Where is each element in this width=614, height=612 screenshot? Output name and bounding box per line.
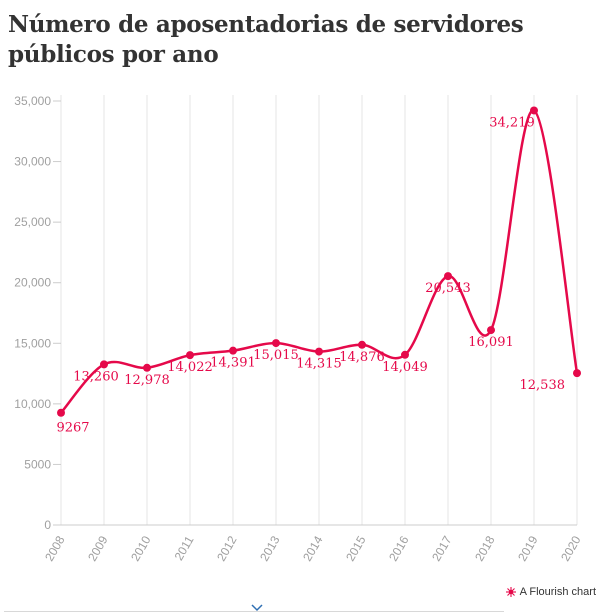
x-tick-label: 2009 bbox=[85, 533, 111, 563]
x-tick-label: 2014 bbox=[300, 533, 326, 563]
x-tick-label: 2017 bbox=[429, 533, 455, 563]
chart-title: Número de aposentadorias de servidores p… bbox=[8, 11, 524, 68]
x-tick-label: 2013 bbox=[257, 533, 283, 563]
y-tick-label: 35,000 bbox=[14, 94, 51, 108]
data-point[interactable] bbox=[401, 350, 409, 359]
data-label: 13,260 bbox=[73, 369, 119, 384]
x-tick-label: 2011 bbox=[172, 533, 197, 563]
x-tick-label: 2012 bbox=[214, 533, 240, 563]
data-label: 14,391 bbox=[210, 356, 256, 371]
x-tick-label: 2008 bbox=[42, 533, 68, 563]
data-label: 12,978 bbox=[124, 373, 170, 388]
data-point[interactable] bbox=[229, 346, 237, 355]
axis-layer: 0 5000 10,000 15,000 20,000 25,000 30,000 35,00… bbox=[14, 94, 583, 564]
data-label: 15,015 bbox=[253, 348, 299, 363]
data-point[interactable] bbox=[487, 326, 495, 335]
data-label: 14,876 bbox=[339, 350, 385, 365]
x-tick-label: 2010 bbox=[128, 533, 154, 563]
flourish-credit-text: A Flourish chart bbox=[519, 586, 596, 598]
flourish-logo-icon bbox=[505, 587, 516, 597]
y-tick-label: 30,000 bbox=[14, 155, 51, 169]
y-tick-label: 5000 bbox=[24, 457, 51, 471]
data-point[interactable] bbox=[57, 408, 65, 417]
chevron-down-icon[interactable] bbox=[250, 604, 264, 612]
data-point[interactable] bbox=[315, 347, 323, 356]
y-tick-label: 25,000 bbox=[14, 215, 51, 229]
x-tick-label: 2015 bbox=[343, 533, 369, 563]
data-point[interactable] bbox=[444, 272, 452, 281]
data-label: 14,022 bbox=[167, 360, 213, 375]
y-tick-label: 10,000 bbox=[14, 397, 51, 411]
y-tick-label: 0 bbox=[44, 518, 51, 532]
x-tick-label: 2018 bbox=[472, 533, 498, 563]
data-label: 14,315 bbox=[296, 357, 342, 372]
data-label: 14,049 bbox=[382, 360, 428, 375]
data-point[interactable] bbox=[143, 363, 151, 372]
x-tick-label: 2020 bbox=[558, 533, 584, 563]
data-point[interactable] bbox=[100, 360, 108, 369]
grid-layer bbox=[60, 95, 578, 525]
data-label: 16,091 bbox=[468, 335, 514, 350]
data-point[interactable] bbox=[272, 339, 280, 348]
data-point[interactable] bbox=[186, 351, 194, 360]
data-label: 34,219 bbox=[489, 115, 535, 130]
data-point[interactable] bbox=[358, 340, 366, 349]
data-point[interactable] bbox=[573, 369, 581, 378]
label-layer: 9267 13,260 12,97814,02214,39115,01514,315… bbox=[56, 115, 565, 435]
x-tick-label: 2016 bbox=[386, 533, 412, 563]
data-label: 9267 bbox=[56, 421, 89, 436]
data-label: 20,543 bbox=[425, 281, 471, 296]
y-tick-label: 20,000 bbox=[14, 276, 51, 290]
data-point[interactable] bbox=[530, 106, 538, 115]
point-layer bbox=[57, 106, 581, 417]
x-tick-label: 2019 bbox=[515, 533, 541, 563]
flourish-credit-link[interactable]: A Flourish chart bbox=[505, 586, 596, 598]
data-label: 12,538 bbox=[520, 378, 566, 393]
y-tick-label: 15,000 bbox=[14, 336, 51, 350]
